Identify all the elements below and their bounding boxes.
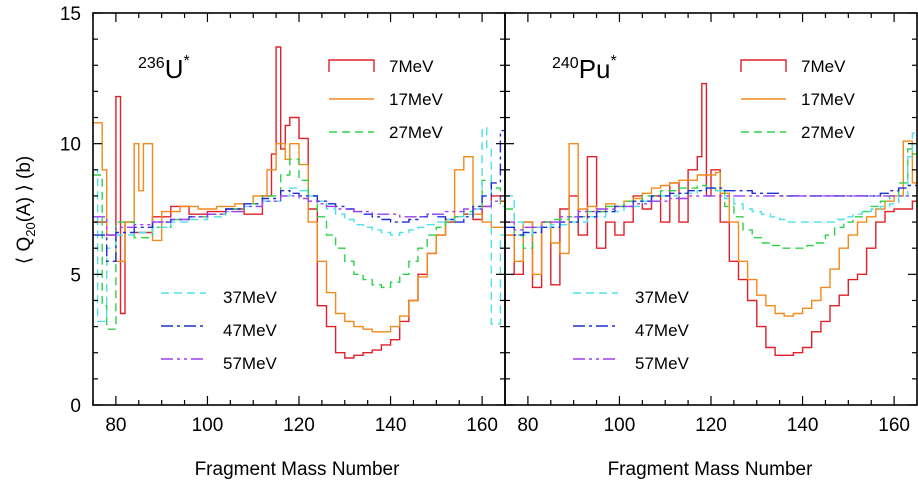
series-7MeV-right bbox=[505, 82, 917, 356]
series-group-left bbox=[93, 46, 505, 359]
legend-label-7MeV-right: 7MeV bbox=[801, 57, 846, 76]
nucleus-label-left: 236U* bbox=[138, 53, 190, 84]
series-27MeV-right bbox=[505, 148, 917, 249]
series-17MeV-right bbox=[505, 140, 917, 317]
legend-label-57MeV-right: 57MeV bbox=[635, 354, 690, 373]
legend-label-47MeV-left: 47MeV bbox=[223, 321, 278, 340]
series-group-right bbox=[505, 82, 917, 356]
x-tick-label-right: 160 bbox=[878, 415, 910, 436]
y-tick-label: 15 bbox=[60, 4, 81, 25]
x-tick-label-right: 120 bbox=[695, 415, 727, 436]
series-47MeV-right bbox=[505, 184, 917, 236]
legend-label-37MeV-right: 37MeV bbox=[635, 288, 690, 307]
legend-swatch-7MeV-left bbox=[328, 59, 375, 72]
series-17MeV-left bbox=[93, 122, 505, 333]
x-tick-label-right: 100 bbox=[604, 415, 636, 436]
x-tick-label-left: 160 bbox=[466, 415, 498, 436]
x-tick-label-right: 140 bbox=[787, 415, 819, 436]
series-57MeV-left bbox=[93, 195, 505, 236]
nucleus-label-right: 240Pu* bbox=[552, 53, 617, 84]
x-tick-label-left: 80 bbox=[105, 415, 126, 436]
y-tick-label: 10 bbox=[60, 135, 81, 156]
legend-label-27MeV-left: 27MeV bbox=[389, 123, 444, 142]
y-tick-label: 5 bbox=[70, 265, 81, 286]
series-27MeV-left bbox=[93, 158, 505, 330]
x-tick-label-left: 100 bbox=[192, 415, 224, 436]
legend-label-27MeV-right: 27MeV bbox=[801, 123, 856, 142]
panel-labels: ⟨ Q20(A) ⟩ (b) Fragment Mass Number Frag… bbox=[14, 53, 813, 480]
x-tick-label-right: 80 bbox=[517, 415, 538, 436]
y-axis-title: ⟨ Q20(A) ⟩ (b) bbox=[14, 156, 38, 264]
legend-swatch-7MeV-right bbox=[740, 59, 787, 72]
legend-label-57MeV-left: 57MeV bbox=[223, 354, 278, 373]
series-57MeV-right bbox=[505, 195, 917, 231]
x-axis-title-right: Fragment Mass Number bbox=[608, 459, 814, 480]
x-tick-label-left: 120 bbox=[283, 415, 315, 436]
legend-label-37MeV-left: 37MeV bbox=[223, 288, 278, 307]
left-panel: 80 100 120 140 160 0 5 10 15 7MeV 17MeV 27MeV 37MeV 4… bbox=[60, 4, 506, 436]
x-axis-title-left: Fragment Mass Number bbox=[195, 459, 401, 480]
legend-label-17MeV-right: 17MeV bbox=[801, 90, 856, 109]
legend-label-7MeV-left: 7MeV bbox=[389, 57, 434, 76]
legend-label-17MeV-left: 17MeV bbox=[389, 90, 444, 109]
right-panel: 80 100 120 140 160 7MeV 17MeV 27MeV 37MeV 47MeV 57… bbox=[504, 12, 918, 436]
series-37MeV-right bbox=[505, 132, 917, 236]
y-tick-label: 0 bbox=[70, 396, 81, 417]
x-tick-label-left: 140 bbox=[375, 415, 407, 436]
series-7MeV-left bbox=[93, 46, 505, 359]
series-37MeV-left bbox=[93, 127, 505, 325]
legend-label-47MeV-right: 47MeV bbox=[635, 321, 690, 340]
